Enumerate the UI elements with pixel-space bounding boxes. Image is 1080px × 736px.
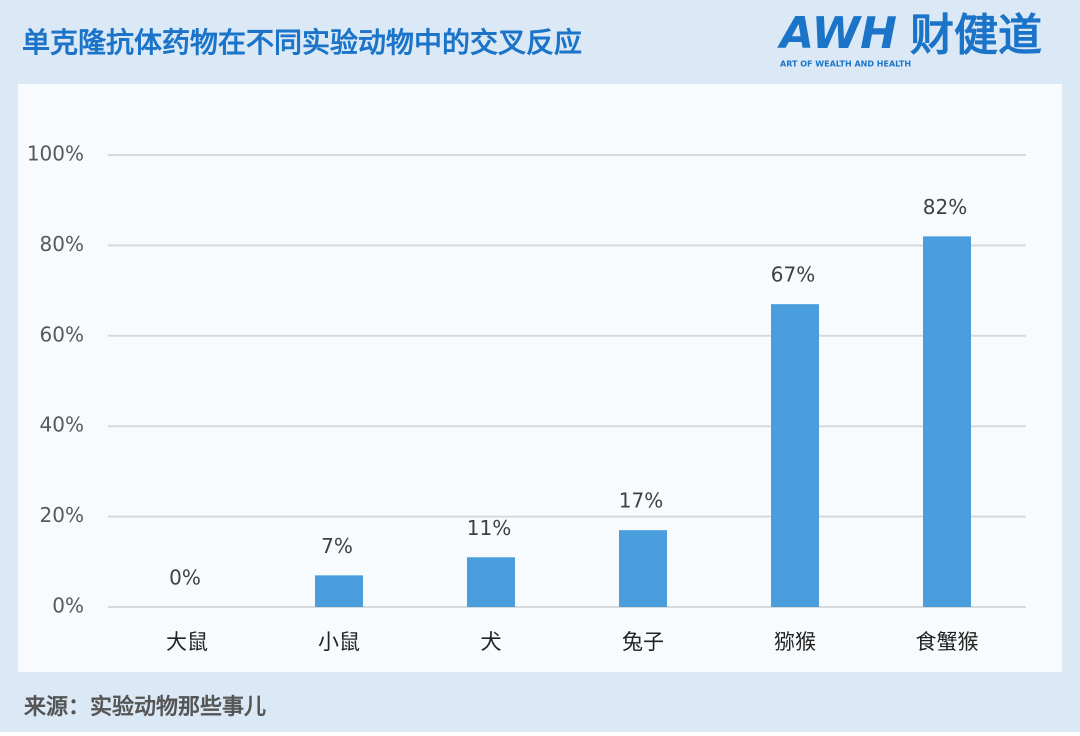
bar	[619, 530, 667, 607]
x-tick-label: 大鼠	[166, 630, 208, 654]
x-tick-label: 猕猴	[774, 630, 816, 654]
value-label: 82%	[923, 195, 967, 219]
bar	[467, 557, 515, 607]
y-tick-label: 60%	[40, 322, 84, 346]
bar	[923, 236, 971, 608]
y-tick-label: 0%	[52, 594, 84, 618]
x-tick-label: 兔子	[622, 630, 664, 654]
y-tick-label: 20%	[40, 503, 84, 527]
source: 来源：实验动物那些事儿	[23, 694, 266, 720]
value-label: 11%	[467, 516, 511, 540]
x-tick-label: 食蟹猴	[916, 630, 979, 654]
chart-title: 单克隆抗体药物在不同实验动物中的交叉反应	[22, 26, 582, 59]
brand-tagline: ART OF WEALTH AND HEALTH	[780, 60, 911, 69]
plot-panel	[18, 84, 1062, 672]
value-label: 7%	[321, 534, 353, 558]
brand-name: AWH	[777, 8, 897, 59]
value-label: 0%	[169, 566, 201, 590]
value-label: 17%	[619, 489, 663, 513]
y-tick-label: 80%	[40, 232, 84, 256]
y-tick-label: 40%	[40, 413, 84, 437]
x-tick-label: 小鼠	[318, 630, 360, 654]
bar	[315, 575, 363, 607]
bar	[771, 304, 819, 607]
y-tick-label: 100%	[27, 142, 84, 166]
value-label: 67%	[771, 263, 815, 287]
brand-cn: 财健道	[910, 10, 1042, 61]
x-tick-label: 犬	[481, 630, 502, 654]
